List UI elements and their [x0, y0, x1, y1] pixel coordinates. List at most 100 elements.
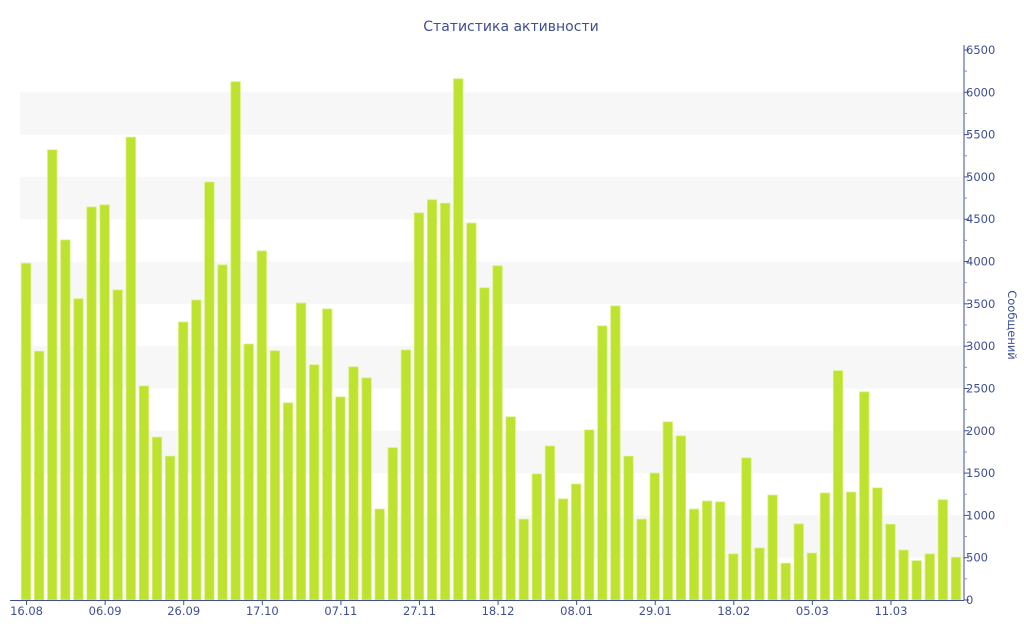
- x-tick-label: 27.11: [403, 604, 436, 618]
- bar: [322, 308, 333, 601]
- y-tick-label: 3000: [966, 339, 995, 353]
- bar: [112, 289, 123, 601]
- grid-band: [20, 515, 963, 558]
- x-tick-label: 17.10: [246, 604, 279, 618]
- bar: [125, 136, 136, 601]
- bar: [557, 498, 569, 601]
- grid-band: [20, 346, 963, 389]
- x-tick-label: 06.09: [89, 604, 122, 618]
- bar: [217, 264, 228, 601]
- bar: [950, 556, 962, 601]
- y-tick-label: 5000: [966, 170, 995, 184]
- bar: [872, 487, 883, 601]
- bar: [649, 472, 660, 601]
- y-tick-label: 4000: [966, 255, 995, 269]
- x-tick-label: 11.03: [874, 604, 907, 618]
- bar: [204, 181, 215, 601]
- bar: [348, 366, 359, 601]
- bar: [715, 501, 726, 601]
- bar: [675, 435, 687, 601]
- y-tick-label: 3500: [966, 297, 995, 311]
- bar: [269, 350, 281, 601]
- bar: [688, 508, 700, 601]
- bar: [754, 547, 765, 601]
- y-tick-label: 1000: [966, 508, 995, 522]
- bar: [544, 445, 556, 601]
- bar: [20, 262, 32, 601]
- bar: [846, 491, 857, 601]
- grid-band: [20, 92, 963, 135]
- bar: [400, 349, 411, 601]
- x-tick-label: 16.08: [10, 604, 43, 618]
- bar: [47, 149, 58, 601]
- bar: [531, 473, 542, 601]
- chart-title: Статистика активности: [423, 19, 598, 35]
- bar: [466, 222, 477, 601]
- y-tick-label: 0: [966, 593, 973, 607]
- bar: [178, 321, 189, 601]
- y-tick-label: 2000: [966, 424, 995, 438]
- bar: [518, 518, 529, 601]
- bar: [597, 325, 608, 601]
- bar: [937, 499, 948, 601]
- bar: [335, 396, 346, 601]
- bar: [479, 287, 490, 601]
- bar: [793, 523, 804, 601]
- bar: [282, 402, 294, 601]
- bar: [924, 553, 935, 601]
- y-tick-label: 5500: [966, 128, 995, 142]
- bar: [138, 385, 150, 601]
- y-axis-label: Сообщений: [1005, 290, 1019, 360]
- bar: [243, 343, 254, 601]
- bar: [911, 560, 922, 601]
- x-tick-label: 05.03: [796, 604, 829, 618]
- bar: [832, 370, 844, 601]
- bar: [256, 250, 267, 601]
- bar: [387, 447, 398, 601]
- bar: [806, 552, 817, 601]
- bar: [86, 206, 97, 601]
- bar: [151, 436, 163, 601]
- bar: [623, 455, 634, 601]
- y-tick-label: 500: [966, 551, 988, 565]
- bar: [701, 500, 713, 601]
- bar: [636, 518, 647, 601]
- bar: [426, 199, 438, 601]
- bar: [492, 265, 503, 601]
- bar: [885, 523, 896, 601]
- bar: [73, 298, 84, 601]
- bar: [898, 549, 909, 601]
- bar: [440, 202, 451, 601]
- x-tick-label: 18.02: [717, 604, 750, 618]
- x-tick-label: 26.09: [167, 604, 200, 618]
- bar: [34, 350, 45, 601]
- bar: [165, 455, 176, 601]
- bar: [191, 299, 202, 601]
- y-tick-label: 6000: [966, 85, 995, 99]
- bar: [361, 377, 372, 601]
- bar: [230, 81, 241, 601]
- bar: [780, 562, 791, 601]
- grid-band: [20, 261, 963, 304]
- x-tick-label: 07.11: [324, 604, 357, 618]
- bar: [295, 302, 307, 601]
- bar: [374, 508, 385, 601]
- y-tick-label: 4500: [966, 212, 995, 226]
- bar: [741, 457, 752, 601]
- bar: [728, 553, 739, 601]
- bar: [767, 494, 778, 601]
- bar: [413, 212, 425, 601]
- y-tick-label: 1500: [966, 466, 995, 480]
- bar: [859, 391, 870, 601]
- grid-band: [20, 430, 963, 474]
- x-tick-label: 08.01: [560, 604, 593, 618]
- bar: [571, 483, 582, 601]
- bar: [309, 364, 320, 601]
- bar: [99, 204, 110, 601]
- x-axis: 16.08 06.09 26.09 17.10 07.11 27.11 18.12 08.01…: [10, 600, 964, 618]
- x-tick-label: 29.01: [639, 604, 672, 618]
- y-tick-label: 2500: [966, 381, 995, 395]
- bar: [453, 78, 464, 601]
- x-tick-label: 18.12: [482, 604, 515, 618]
